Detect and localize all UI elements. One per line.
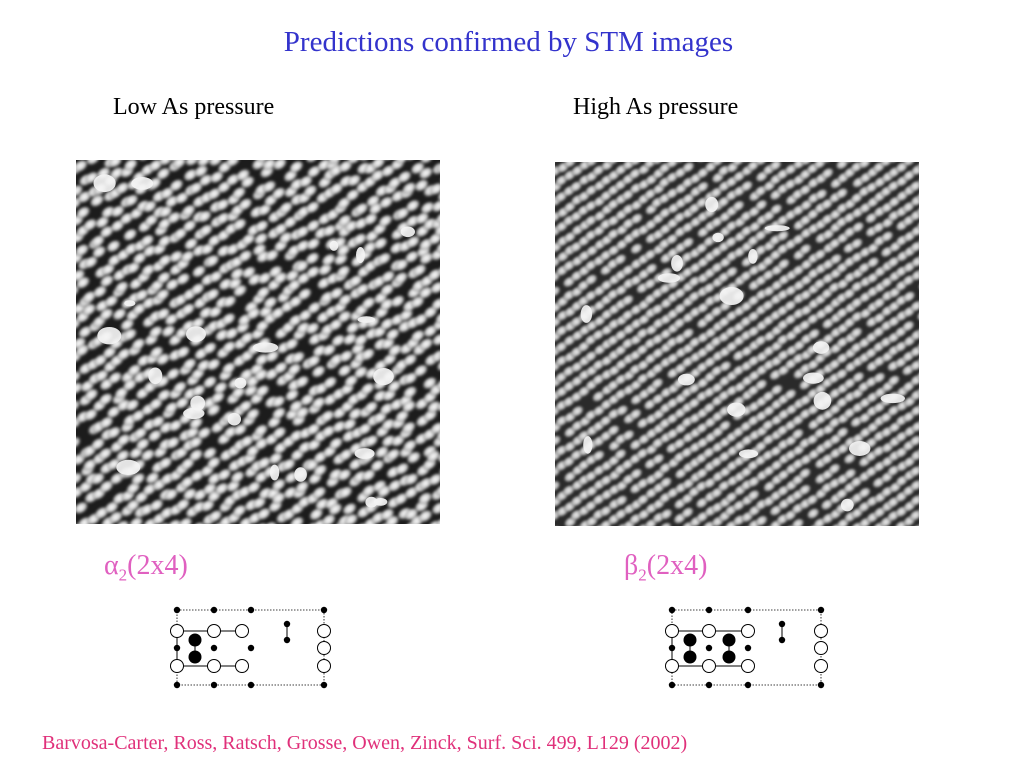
recon-subscript: 2 bbox=[118, 565, 128, 585]
beta2-reconstruction-label: β2(2x4) bbox=[624, 550, 707, 586]
low-pressure-label: Low As pressure bbox=[113, 94, 275, 120]
stm-image-low-pressure bbox=[76, 160, 440, 524]
recon-cell: (2x4) bbox=[127, 550, 188, 581]
recon-cell: (2x4) bbox=[646, 550, 708, 581]
beta2-unit-cell-schematic bbox=[665, 606, 828, 689]
recon-symbol: α bbox=[104, 550, 119, 581]
alpha2-reconstruction-label: α2(2x4) bbox=[104, 550, 188, 586]
high-pressure-label: High As pressure bbox=[573, 94, 739, 120]
citation: Barvosa-Carter, Ross, Ratsch, Grosse, Ow… bbox=[42, 732, 688, 754]
slide-title: Predictions confirmed by STM images bbox=[283, 26, 734, 58]
recon-symbol: β bbox=[624, 550, 639, 581]
recon-subscript: 2 bbox=[638, 565, 647, 585]
alpha2-unit-cell-schematic bbox=[170, 606, 331, 689]
stm-image-high-pressure bbox=[555, 162, 919, 526]
